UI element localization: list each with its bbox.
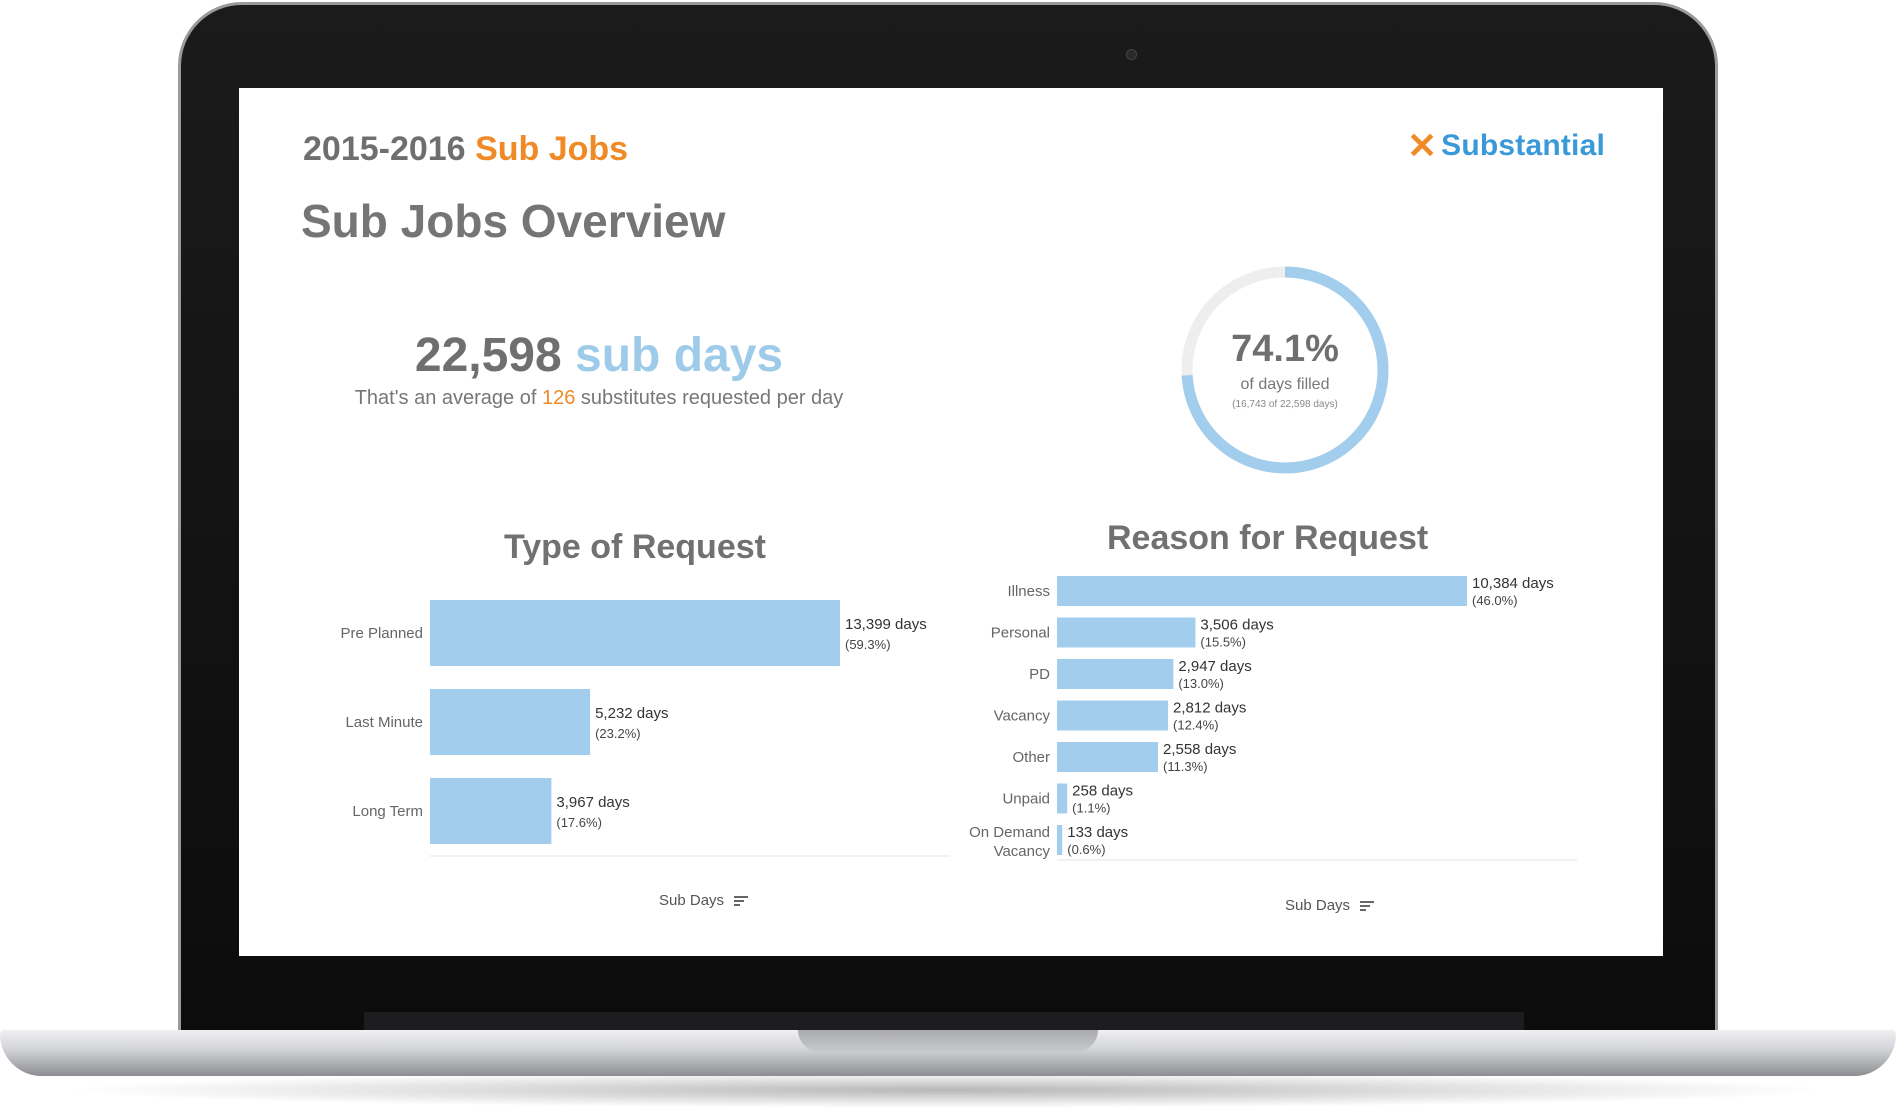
data-label-percent: (17.6%) (556, 815, 602, 830)
logo-x-icon: ✕ (1406, 125, 1438, 166)
type-chart-footer[interactable]: Sub Days (659, 892, 749, 909)
header-year: 2015-2016 (303, 130, 466, 168)
donut-center: 74.1% of days filled (16,743 of 22,598 d… (1175, 260, 1395, 480)
bar[interactable] (1057, 659, 1174, 689)
camera-icon (1126, 49, 1137, 60)
reason-footer-label: Sub Days (1285, 897, 1351, 914)
data-label-percent: (13.0%) (1178, 676, 1224, 691)
data-label: 258 days (1072, 783, 1133, 800)
donut-ring (1181, 266, 1389, 474)
type-chart-title: Type of Request (504, 528, 766, 566)
total-days-value: 22,598 (414, 329, 562, 382)
category-label: PD (1029, 666, 1050, 683)
data-label: 3,967 days (556, 794, 629, 811)
laptop-hinge (364, 1012, 1524, 1030)
category-label: Personal (991, 625, 1050, 642)
data-label: 2,558 days (1163, 741, 1236, 758)
bar[interactable] (1057, 825, 1063, 855)
type-footer-label: Sub Days (659, 892, 725, 909)
bar[interactable] (1057, 700, 1169, 731)
average-line: That's an average of 126 substitutes req… (339, 387, 859, 410)
sort-icon[interactable] (1360, 901, 1375, 911)
data-label-percent: (12.4%) (1173, 718, 1219, 733)
data-label: 5,232 days (595, 705, 668, 722)
data-label-percent: (15.5%) (1200, 635, 1246, 650)
data-label-percent: (11.3%) (1163, 759, 1208, 774)
dashboard-screen: 2015-2016 Sub Jobs ✕ Substantial Sub Job… (239, 88, 1663, 956)
category-label: Vacancy (994, 843, 1051, 860)
data-label: 13,399 days (845, 616, 927, 633)
header-section: Sub Jobs (475, 130, 629, 168)
bar[interactable] (1057, 742, 1158, 772)
bar[interactable] (430, 600, 840, 666)
average-prefix: That's an average of (354, 387, 537, 409)
data-label: 2,947 days (1178, 658, 1251, 675)
category-label: Unpaid (1002, 791, 1050, 808)
bar[interactable] (1057, 576, 1467, 606)
brand-logo[interactable]: ✕ Substantial (1407, 128, 1605, 164)
category-label: Vacancy (994, 708, 1051, 725)
bar[interactable] (1057, 783, 1068, 814)
average-value: 126 (541, 387, 576, 409)
category-label: On Demand (969, 824, 1050, 841)
fill-rate-donut[interactable]: 74.1% of days filled (16,743 of 22,598 d… (1175, 260, 1395, 480)
fill-percent: 74.1% (1231, 328, 1339, 370)
data-label-percent: (23.2%) (595, 726, 641, 741)
laptop-notch (798, 1030, 1098, 1052)
category-label: Last Minute (345, 714, 423, 731)
category-label: Illness (1007, 583, 1050, 600)
data-label-percent: (46.0%) (1472, 593, 1518, 608)
reason-chart-title: Reason for Request (1107, 519, 1429, 557)
average-suffix: substitutes requested per day (580, 387, 844, 409)
bar-charts: Pre Planned 13,399 days (59.3%) Last Minute… (340, 575, 1577, 861)
page-title: Sub Jobs Overview (301, 195, 726, 247)
sort-icon[interactable] (734, 896, 749, 906)
data-label: 3,506 days (1200, 617, 1273, 634)
data-label: 10,384 days (1472, 575, 1554, 592)
fill-note: (16,743 of 22,598 days) (1232, 399, 1338, 410)
total-sub-days-kpi: 22,598 sub days That's an average of 126… (339, 328, 859, 410)
total-days-line: 22,598 sub days (339, 328, 859, 383)
fill-label: of days filled (1240, 376, 1330, 393)
data-label-percent: (59.3%) (845, 637, 891, 652)
data-label: 2,812 days (1173, 700, 1246, 717)
bar[interactable] (430, 689, 591, 755)
dashboard-header: 2015-2016 Sub Jobs (303, 130, 628, 169)
category-label: Other (1012, 749, 1050, 766)
data-label: 133 days (1067, 824, 1128, 841)
reason-chart-footer[interactable]: Sub Days (1285, 897, 1375, 914)
category-label: Long Term (352, 803, 423, 820)
donut-fill-arc (1181, 266, 1389, 474)
logo-text: Substantial (1441, 129, 1605, 162)
laptop-shadow (60, 1072, 1836, 1108)
data-label-percent: (0.6%) (1067, 842, 1105, 857)
bar[interactable] (430, 778, 552, 844)
data-label-percent: (1.1%) (1072, 801, 1110, 816)
bar[interactable] (1057, 617, 1196, 648)
category-label: Pre Planned (340, 625, 423, 642)
total-days-unit: sub days (575, 329, 784, 382)
